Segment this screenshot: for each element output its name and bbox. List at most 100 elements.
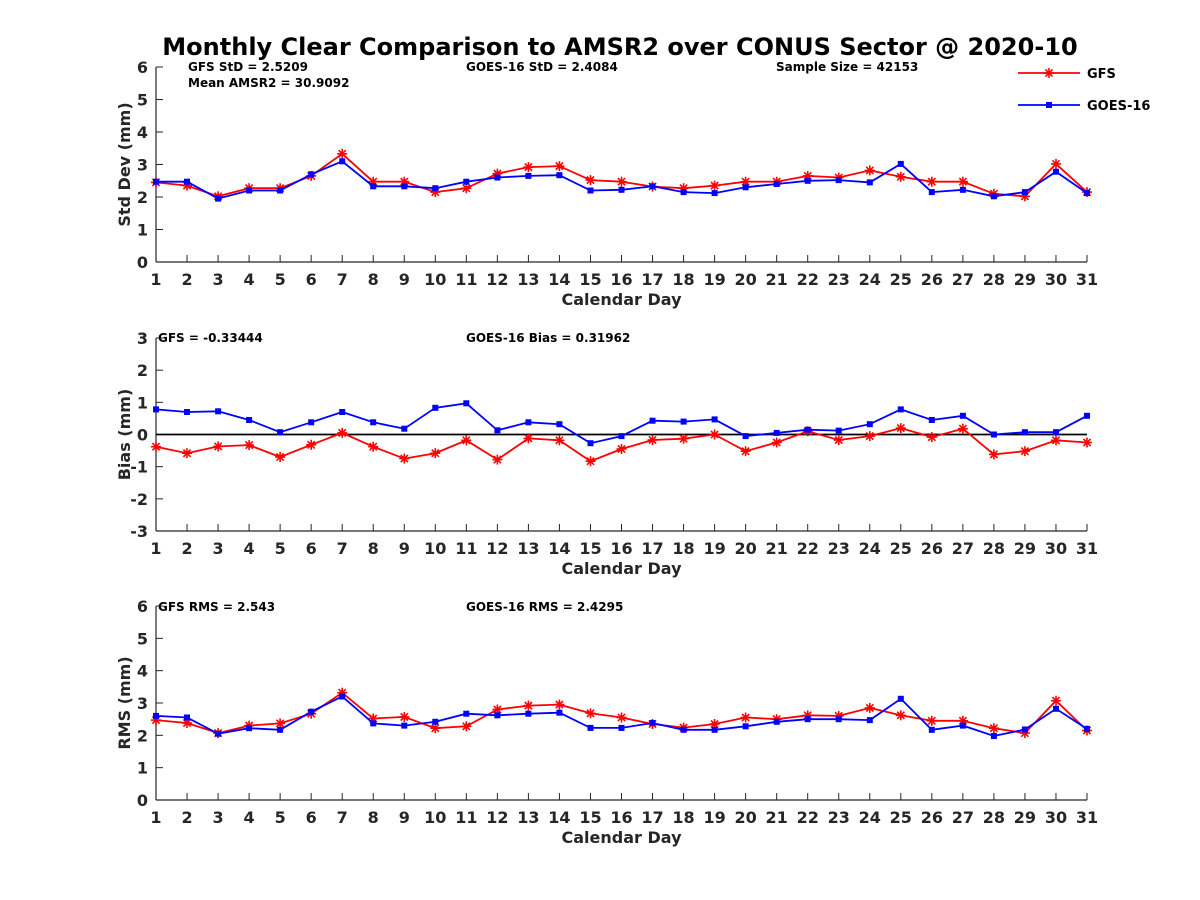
data-point-goes-16 xyxy=(897,406,904,413)
x-tick-label: 5 xyxy=(275,539,286,558)
data-point-gfs xyxy=(988,723,999,734)
data-point-goes-16 xyxy=(618,433,625,440)
x-tick-label: 4 xyxy=(244,539,255,558)
data-point-goes-16 xyxy=(1021,726,1028,733)
x-tick-label: 17 xyxy=(641,539,663,558)
x-tick-label: 28 xyxy=(983,808,1005,827)
x-tick-label: 23 xyxy=(828,808,850,827)
data-point-goes-16 xyxy=(680,189,687,196)
data-point-goes-16 xyxy=(463,710,470,717)
y-axis-title: Bias (mm) xyxy=(115,389,134,481)
data-point-gfs xyxy=(368,441,379,452)
data-point-goes-16 xyxy=(370,183,377,190)
data-point-goes-16 xyxy=(711,190,718,197)
x-tick-label: 19 xyxy=(703,270,725,289)
data-point-goes-16 xyxy=(587,187,594,194)
x-tick-label: 21 xyxy=(766,270,788,289)
x-tick-label: 14 xyxy=(548,808,570,827)
data-point-gfs xyxy=(585,708,596,719)
data-point-gfs xyxy=(1082,437,1092,448)
stat-gfs-std: GFS StD = 2.5209 xyxy=(188,60,308,74)
data-point-gfs xyxy=(585,175,596,186)
data-point-goes-16 xyxy=(742,433,749,440)
x-tick-label: 12 xyxy=(486,808,508,827)
data-point-gfs xyxy=(461,435,472,446)
data-point-goes-16 xyxy=(835,427,842,434)
data-point-gfs xyxy=(244,440,255,451)
data-point-goes-16 xyxy=(184,409,190,415)
data-point-gfs xyxy=(833,435,844,445)
x-tick-label: 12 xyxy=(486,539,508,558)
data-point-gfs xyxy=(616,176,627,187)
y-tick-label: -1 xyxy=(130,458,148,477)
data-point-gfs xyxy=(864,702,875,713)
data-point-goes-16 xyxy=(897,160,904,167)
data-point-goes-16 xyxy=(432,718,439,725)
x-tick-label: 29 xyxy=(1014,539,1036,558)
data-point-goes-16 xyxy=(184,714,190,721)
y-tick-label: 4 xyxy=(137,662,148,681)
data-point-goes-16 xyxy=(959,412,966,419)
x-tick-label: 5 xyxy=(275,808,286,827)
x-tick-label: 24 xyxy=(859,808,881,827)
x-tick-label: 10 xyxy=(424,539,446,558)
data-point-gfs xyxy=(430,723,441,734)
data-point-goes-16 xyxy=(1084,725,1090,732)
x-tick-label: 25 xyxy=(890,808,912,827)
chart-title: Monthly Clear Comparison to AMSR2 over C… xyxy=(162,33,1077,61)
x-tick-label: 1 xyxy=(150,270,161,289)
x-tick-label: 18 xyxy=(672,539,694,558)
x-tick-label: 27 xyxy=(952,808,974,827)
y-tick-label: 2 xyxy=(137,361,148,380)
data-point-goes-16 xyxy=(494,712,501,719)
data-point-gfs xyxy=(926,432,937,443)
data-point-goes-16 xyxy=(649,417,656,424)
y-tick-label: -2 xyxy=(130,490,148,509)
x-tick-label: 8 xyxy=(368,270,379,289)
data-point-gfs xyxy=(709,429,720,440)
x-tick-label: 25 xyxy=(890,270,912,289)
x-tick-label: 2 xyxy=(181,808,192,827)
y-tick-label: 6 xyxy=(137,58,148,77)
y-tick-label: 3 xyxy=(137,156,148,175)
data-point-gfs xyxy=(461,721,472,732)
x-tick-label: 31 xyxy=(1076,270,1098,289)
data-point-gfs xyxy=(213,441,224,452)
data-point-gfs xyxy=(740,712,751,723)
data-point-goes-16 xyxy=(1053,705,1059,712)
data-point-goes-16 xyxy=(246,417,253,423)
x-tick-label: 17 xyxy=(641,270,663,289)
y-tick-label: 4 xyxy=(137,123,148,142)
x-tick-label: 4 xyxy=(244,270,255,289)
x-axis-title: Calendar Day xyxy=(562,290,683,309)
data-point-goes-16 xyxy=(928,417,935,423)
data-point-goes-16 xyxy=(649,183,656,190)
data-point-gfs xyxy=(957,176,968,187)
data-point-goes-16 xyxy=(494,427,501,434)
legend-gfs-marker xyxy=(1044,68,1054,78)
x-tick-label: 15 xyxy=(579,270,601,289)
data-point-gfs xyxy=(1051,435,1061,446)
y-tick-label: 2 xyxy=(137,726,148,745)
x-tick-label: 28 xyxy=(983,270,1005,289)
x-tick-label: 23 xyxy=(828,270,850,289)
data-point-goes-16 xyxy=(215,730,222,737)
data-point-goes-16 xyxy=(711,726,718,733)
x-tick-label: 1 xyxy=(150,808,161,827)
data-point-goes-16 xyxy=(928,726,935,733)
data-point-goes-16 xyxy=(1021,189,1028,196)
y-axis-title: Std Dev (mm) xyxy=(115,102,134,226)
x-tick-label: 16 xyxy=(610,539,632,558)
data-point-goes-16 xyxy=(494,174,501,181)
data-point-goes-16 xyxy=(773,181,780,187)
x-tick-label: 27 xyxy=(952,539,974,558)
data-point-goes-16 xyxy=(742,184,749,191)
data-point-gfs xyxy=(864,165,875,176)
data-point-goes-16 xyxy=(990,193,997,200)
y-tick-label: 0 xyxy=(137,426,148,445)
x-tick-label: 7 xyxy=(337,539,348,558)
data-point-gfs xyxy=(399,453,410,464)
data-point-gfs xyxy=(182,448,192,459)
data-point-goes-16 xyxy=(1053,429,1059,436)
y-tick-label: -3 xyxy=(130,522,148,541)
